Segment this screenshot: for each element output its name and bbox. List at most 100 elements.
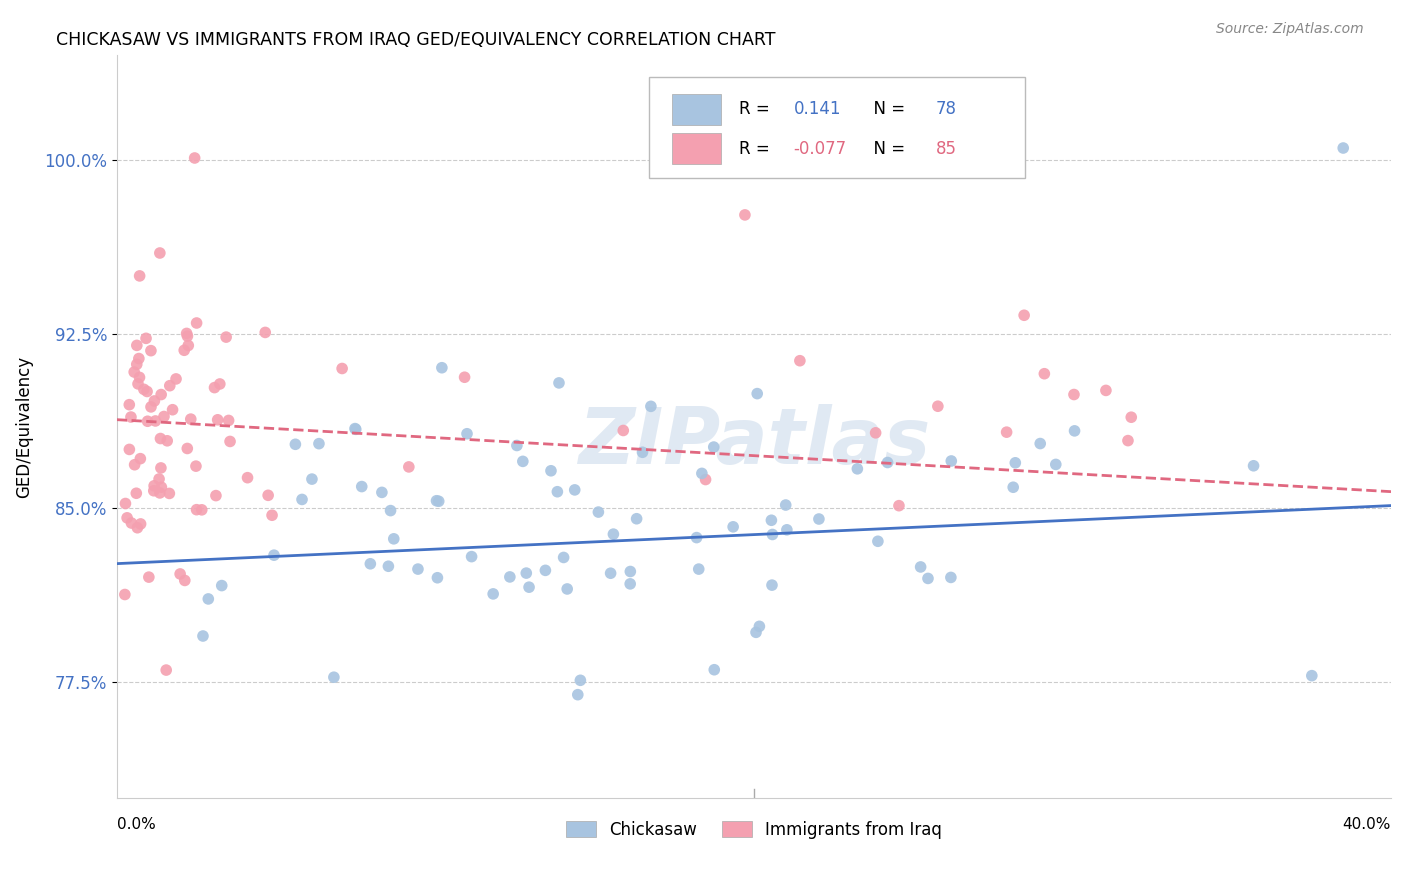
Point (1095, 384, 1118, 398)
Point (865, 425, 887, 440)
Point (359, 557, 381, 571)
Text: Source: ZipAtlas.com: Source: ZipAtlas.com (1216, 22, 1364, 37)
Bar (672, 94, 721, 125)
Point (165, 372, 187, 386)
Point (371, 485, 394, 500)
Point (148, 472, 170, 486)
Point (159, 378, 181, 392)
Point (703, 663, 725, 677)
Point (602, 527, 624, 541)
Text: 0.141: 0.141 (793, 101, 841, 119)
Point (156, 434, 179, 448)
Point (218, 413, 240, 427)
Point (254, 326, 277, 340)
Point (157, 486, 180, 500)
Point (114, 587, 136, 601)
Point (150, 480, 173, 494)
Point (506, 438, 529, 452)
Point (211, 578, 233, 592)
Point (132, 382, 155, 396)
Point (120, 516, 142, 530)
Point (186, 502, 208, 516)
Point (685, 531, 707, 545)
Point (745, 625, 768, 640)
Text: -0.077: -0.077 (793, 140, 846, 158)
Point (612, 424, 634, 438)
Point (125, 486, 148, 500)
Point (430, 360, 453, 375)
Point (588, 505, 610, 519)
Point (517, 580, 540, 594)
Point (939, 570, 962, 584)
Point (599, 566, 621, 581)
Point (122, 365, 145, 379)
Point (426, 571, 449, 585)
Point (619, 565, 641, 579)
Text: 0.0%: 0.0% (117, 817, 156, 831)
Point (1063, 387, 1085, 401)
Point (876, 455, 898, 469)
Point (382, 532, 405, 546)
Point (1116, 434, 1139, 448)
Y-axis label: GED/Equivalency: GED/Equivalency (15, 356, 32, 498)
Point (145, 414, 167, 428)
Point (846, 462, 869, 476)
Point (308, 436, 330, 450)
Point (142, 483, 165, 498)
Point (398, 459, 420, 474)
Point (406, 562, 429, 576)
Point (197, 591, 219, 606)
Point (155, 663, 177, 677)
Point (1243, 458, 1265, 473)
Point (139, 400, 162, 414)
Point (564, 483, 586, 497)
Point (127, 521, 149, 535)
Point (162, 402, 184, 417)
Point (540, 464, 562, 478)
Point (619, 577, 641, 591)
Point (149, 461, 172, 475)
Text: CHICKASAW VS IMMIGRANTS FROM IRAQ GED/EQUIVALENCY CORRELATION CHART: CHICKASAW VS IMMIGRANTS FROM IRAQ GED/EQ… (56, 31, 776, 49)
Point (180, 412, 202, 426)
Point (124, 458, 146, 472)
Point (291, 492, 314, 507)
Point (114, 496, 136, 510)
Point (173, 343, 195, 358)
Point (1121, 410, 1143, 425)
Point (350, 479, 373, 493)
Point (631, 445, 654, 459)
Point (721, 520, 744, 534)
Point (343, 421, 366, 435)
Point (322, 670, 344, 684)
Point (1045, 458, 1067, 472)
Point (1331, 141, 1354, 155)
Point (546, 484, 568, 499)
Point (205, 489, 228, 503)
Point (186, 316, 208, 330)
Point (761, 513, 783, 527)
Point (775, 498, 797, 512)
Point (301, 472, 323, 486)
Text: 85: 85 (936, 140, 957, 158)
Point (184, 459, 207, 474)
Point (177, 338, 200, 352)
Point (284, 437, 307, 451)
Point (1004, 456, 1026, 470)
Point (512, 454, 534, 468)
Point (149, 246, 172, 260)
Point (425, 493, 447, 508)
Point (191, 503, 214, 517)
Point (456, 426, 478, 441)
Point (569, 673, 592, 688)
Point (1002, 480, 1025, 494)
Point (128, 268, 150, 283)
Point (173, 574, 195, 588)
Point (183, 151, 205, 165)
Point (567, 688, 589, 702)
Point (515, 566, 537, 580)
Point (917, 571, 939, 585)
Point (761, 578, 783, 592)
Point (236, 471, 259, 485)
Point (734, 208, 756, 222)
Point (118, 442, 141, 457)
